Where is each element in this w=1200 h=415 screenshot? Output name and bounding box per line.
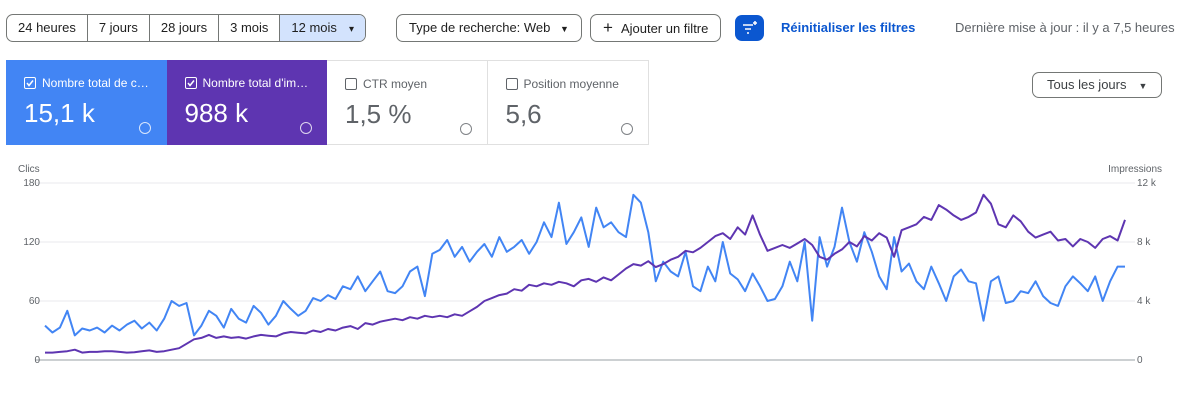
metric-value: 988 k	[184, 98, 249, 128]
last-update: Dernière mise à jour : il y a 7,5 heures	[955, 20, 1175, 35]
date-range-option[interactable]: 12 mois ▾	[280, 15, 365, 41]
metric-label: CTR moyen	[345, 77, 487, 91]
y-tick-label: 60	[29, 296, 41, 307]
metric-value: 1,5 %	[345, 99, 412, 129]
metric-checkbox[interactable]	[24, 77, 36, 89]
y2-tick-label: 4 k	[1137, 296, 1151, 307]
y2-tick-label: 12 k	[1137, 178, 1157, 189]
metric-checkbox[interactable]	[505, 78, 518, 90]
help-icon[interactable]	[460, 123, 472, 135]
metric-card[interactable]: Nombre total de c… 15,1 k	[6, 60, 167, 145]
date-range-option[interactable]: 28 jours	[150, 15, 220, 41]
y2-axis-title: Impressions	[1108, 164, 1162, 175]
add-filter-button[interactable]: + Ajouter un filtre	[590, 14, 722, 42]
help-icon[interactable]	[299, 122, 312, 134]
add-filter-label: Ajouter un filtre	[620, 21, 709, 36]
date-range-selector: 24 heures 7 jours 28 jours 3 mois 12 mois ▾	[6, 14, 366, 42]
series-line	[45, 193, 1126, 354]
metric-card[interactable]: CTR moyen 1,5 %	[327, 60, 488, 145]
y-axis-title: Clics	[18, 164, 40, 175]
metric-label: Position moyenne	[505, 77, 648, 91]
days-selector-label: Tous les jours	[1047, 77, 1127, 92]
date-range-option[interactable]: 7 jours	[88, 15, 150, 41]
metric-value: 15,1 k	[24, 98, 95, 128]
help-icon[interactable]	[139, 122, 151, 134]
y2-tick-label: 0	[1137, 355, 1143, 366]
metric-label-text: Nombre total d'im…	[202, 76, 309, 90]
metric-label: Nombre total de c…	[24, 76, 167, 90]
reset-filters-link[interactable]: Réinitialiser les filtres	[781, 20, 916, 35]
metric-checkbox[interactable]	[345, 78, 357, 90]
y2-tick-label: 8 k	[1137, 237, 1151, 248]
metric-checkbox[interactable]	[184, 77, 197, 89]
metric-label-text: CTR moyen	[363, 77, 428, 91]
metric-value: 5,6	[505, 99, 542, 129]
metric-card[interactable]: Position moyenne 5,6	[487, 60, 649, 145]
metric-label: Nombre total d'im…	[184, 76, 328, 90]
search-type-label: Type de recherche: Web	[409, 20, 551, 35]
date-range-option[interactable]: 3 mois	[219, 15, 281, 41]
y-tick-label: 0	[34, 355, 40, 366]
metric-label-text: Nombre total de c…	[42, 76, 149, 90]
search-type-button[interactable]: Type de recherche: Web ▼	[396, 14, 582, 42]
filter-icon-button[interactable]	[735, 15, 764, 41]
series-line	[44, 193, 1125, 337]
date-range-option[interactable]: 24 heures	[7, 15, 88, 41]
metric-card[interactable]: Nombre total d'im… 988 k	[166, 60, 328, 145]
performance-chart: Clics Impressions 0 60 120 180 0 4 k 8 k 12 k	[18, 164, 1162, 366]
days-selector[interactable]: Tous les jours ▼	[1032, 72, 1162, 98]
metric-label-text: Position moyenne	[523, 77, 619, 91]
help-icon[interactable]	[620, 123, 633, 135]
y-tick-label: 180	[23, 178, 40, 189]
y-tick-label: 120	[23, 237, 40, 248]
